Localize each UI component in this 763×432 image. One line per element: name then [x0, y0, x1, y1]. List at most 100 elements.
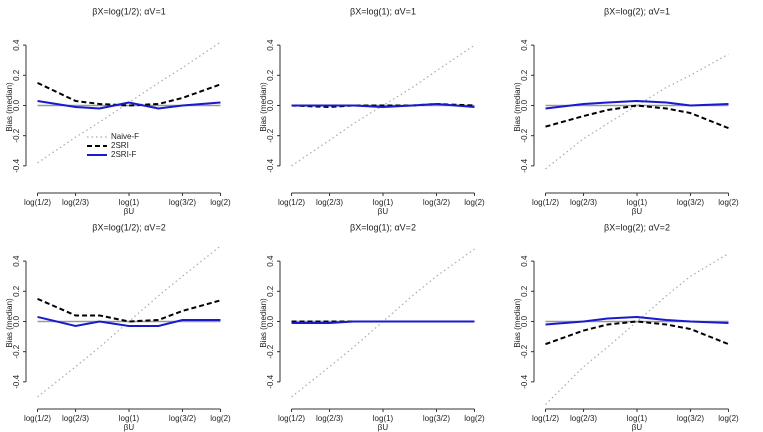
x-axis-label: βU [378, 423, 389, 432]
series-line [37, 81, 221, 107]
y-tick-label: 0.2 [520, 69, 529, 81]
panel-title: βX=log(1); αV=1 [350, 6, 416, 16]
y-tick-label: -0.2 [520, 128, 529, 142]
x-tick-label: log(1/2) [24, 198, 51, 207]
x-tick-label: log(2) [718, 198, 739, 207]
series-line [545, 320, 729, 346]
panel: βX=log(1); αV=1 Bias (median) βU -0.4 -0.2 0.… [259, 6, 485, 216]
panel-title: βX=log(2); αV=2 [604, 222, 670, 232]
series-line [545, 53, 729, 170]
y-tick-label: -0.4 [520, 374, 529, 388]
y-tick-label: 0.0 [12, 315, 21, 327]
x-tick-label: log(1) [627, 198, 648, 207]
y-tick-label: -0.2 [266, 128, 275, 142]
x-tick-label: log(2/3) [316, 198, 343, 207]
x-axis-label: βU [124, 423, 135, 432]
y-axis-label: Bias (median) [513, 82, 522, 132]
panel: βX=log(2); αV=1 Bias (median) βU -0.4 -0.2 0.… [513, 6, 739, 216]
x-tick-label: log(3/2) [423, 198, 450, 207]
y-tick-label: 0.2 [12, 285, 21, 297]
y-tick-label: 0.2 [266, 285, 275, 297]
x-tick-label: log(1/2) [278, 414, 305, 423]
x-tick-label: log(2) [718, 414, 739, 423]
y-tick-label: 0.4 [12, 39, 21, 51]
x-tick-label: log(1/2) [532, 198, 559, 207]
y-tick-label: 0.2 [266, 69, 275, 81]
x-tick-label: log(1) [119, 414, 140, 423]
x-tick-label: log(2) [464, 198, 485, 207]
x-axis-label: βU [124, 207, 135, 216]
panel-title: βX=log(2); αV=1 [604, 6, 670, 16]
y-tick-label: 0.4 [266, 39, 275, 51]
x-tick-label: log(1) [373, 414, 394, 423]
panel-title: βX=log(1/2); αV=2 [92, 222, 165, 232]
series-line [37, 315, 221, 328]
x-tick-label: log(2) [464, 414, 485, 423]
x-tick-label: log(3/2) [677, 198, 704, 207]
panel: βX=log(2); αV=2 Bias (median) βU -0.4 -0.2 0.… [513, 222, 739, 432]
x-tick-label: log(2/3) [62, 414, 89, 423]
y-tick-label: -0.4 [12, 158, 21, 172]
y-tick-label: -0.2 [12, 128, 21, 142]
series-line [291, 102, 475, 109]
series-line [545, 104, 729, 130]
legend-label: 2SRI [111, 141, 129, 150]
x-tick-label: log(3/2) [677, 414, 704, 423]
y-tick-label: -0.2 [12, 344, 21, 358]
y-tick-label: 0.4 [520, 255, 529, 267]
x-tick-label: log(2/3) [570, 198, 597, 207]
x-tick-label: log(3/2) [169, 198, 196, 207]
x-axis-label: βU [378, 207, 389, 216]
y-axis-label: Bias (median) [5, 82, 14, 132]
panel-title: βX=log(1/2); αV=1 [92, 6, 165, 16]
y-axis-label: Bias (median) [259, 298, 268, 348]
legend-label: 2SRI-F [111, 150, 136, 159]
y-tick-label: 0.0 [520, 99, 529, 111]
y-tick-label: 0.4 [520, 39, 529, 51]
y-tick-label: -0.2 [266, 344, 275, 358]
y-tick-label: -0.4 [12, 374, 21, 388]
x-tick-label: log(1/2) [24, 414, 51, 423]
y-tick-label: 0.4 [12, 255, 21, 267]
x-tick-label: log(1) [627, 414, 648, 423]
x-tick-label: log(1) [119, 198, 140, 207]
y-tick-label: -0.4 [520, 158, 529, 172]
x-tick-label: log(2) [210, 198, 231, 207]
y-axis-label: Bias (median) [5, 298, 14, 348]
x-tick-label: log(2/3) [570, 414, 597, 423]
y-tick-label: -0.4 [266, 158, 275, 172]
y-tick-label: -0.4 [266, 374, 275, 388]
series-line [291, 44, 475, 167]
x-tick-label: log(2/3) [316, 414, 343, 423]
x-tick-label: log(3/2) [169, 414, 196, 423]
x-tick-label: log(3/2) [423, 414, 450, 423]
series-line [37, 41, 221, 164]
x-axis-label: βU [632, 207, 643, 216]
series-line [37, 99, 221, 110]
x-tick-label: log(1/2) [532, 414, 559, 423]
panel: βX=log(1); αV=2 Bias (median) βU -0.4 -0.2 0.… [259, 222, 485, 432]
y-tick-label: 0.0 [266, 315, 275, 327]
y-tick-label: 0.0 [266, 99, 275, 111]
x-tick-label: log(2/3) [62, 198, 89, 207]
series-line [545, 253, 729, 405]
y-tick-label: 0.2 [520, 285, 529, 297]
panel: βX=log(1/2); αV=1 Bias (median) βU -0.4 -0.2… [5, 6, 231, 216]
y-tick-label: 0.4 [266, 255, 275, 267]
x-tick-label: log(2) [210, 414, 231, 423]
y-axis-label: Bias (median) [513, 298, 522, 348]
y-tick-label: 0.2 [12, 69, 21, 81]
panel-title: βX=log(1); αV=2 [350, 222, 416, 232]
series-line [545, 99, 729, 110]
series-line [545, 315, 729, 326]
y-axis-label: Bias (median) [259, 82, 268, 132]
y-tick-label: 0.0 [520, 315, 529, 327]
x-tick-label: log(1) [373, 198, 394, 207]
x-axis-label: βU [632, 423, 643, 432]
legend-label: Naive-F [111, 132, 139, 141]
series-line [291, 320, 475, 324]
y-tick-label: -0.2 [520, 344, 529, 358]
series-line [37, 297, 221, 323]
y-tick-label: 0.0 [12, 99, 21, 111]
